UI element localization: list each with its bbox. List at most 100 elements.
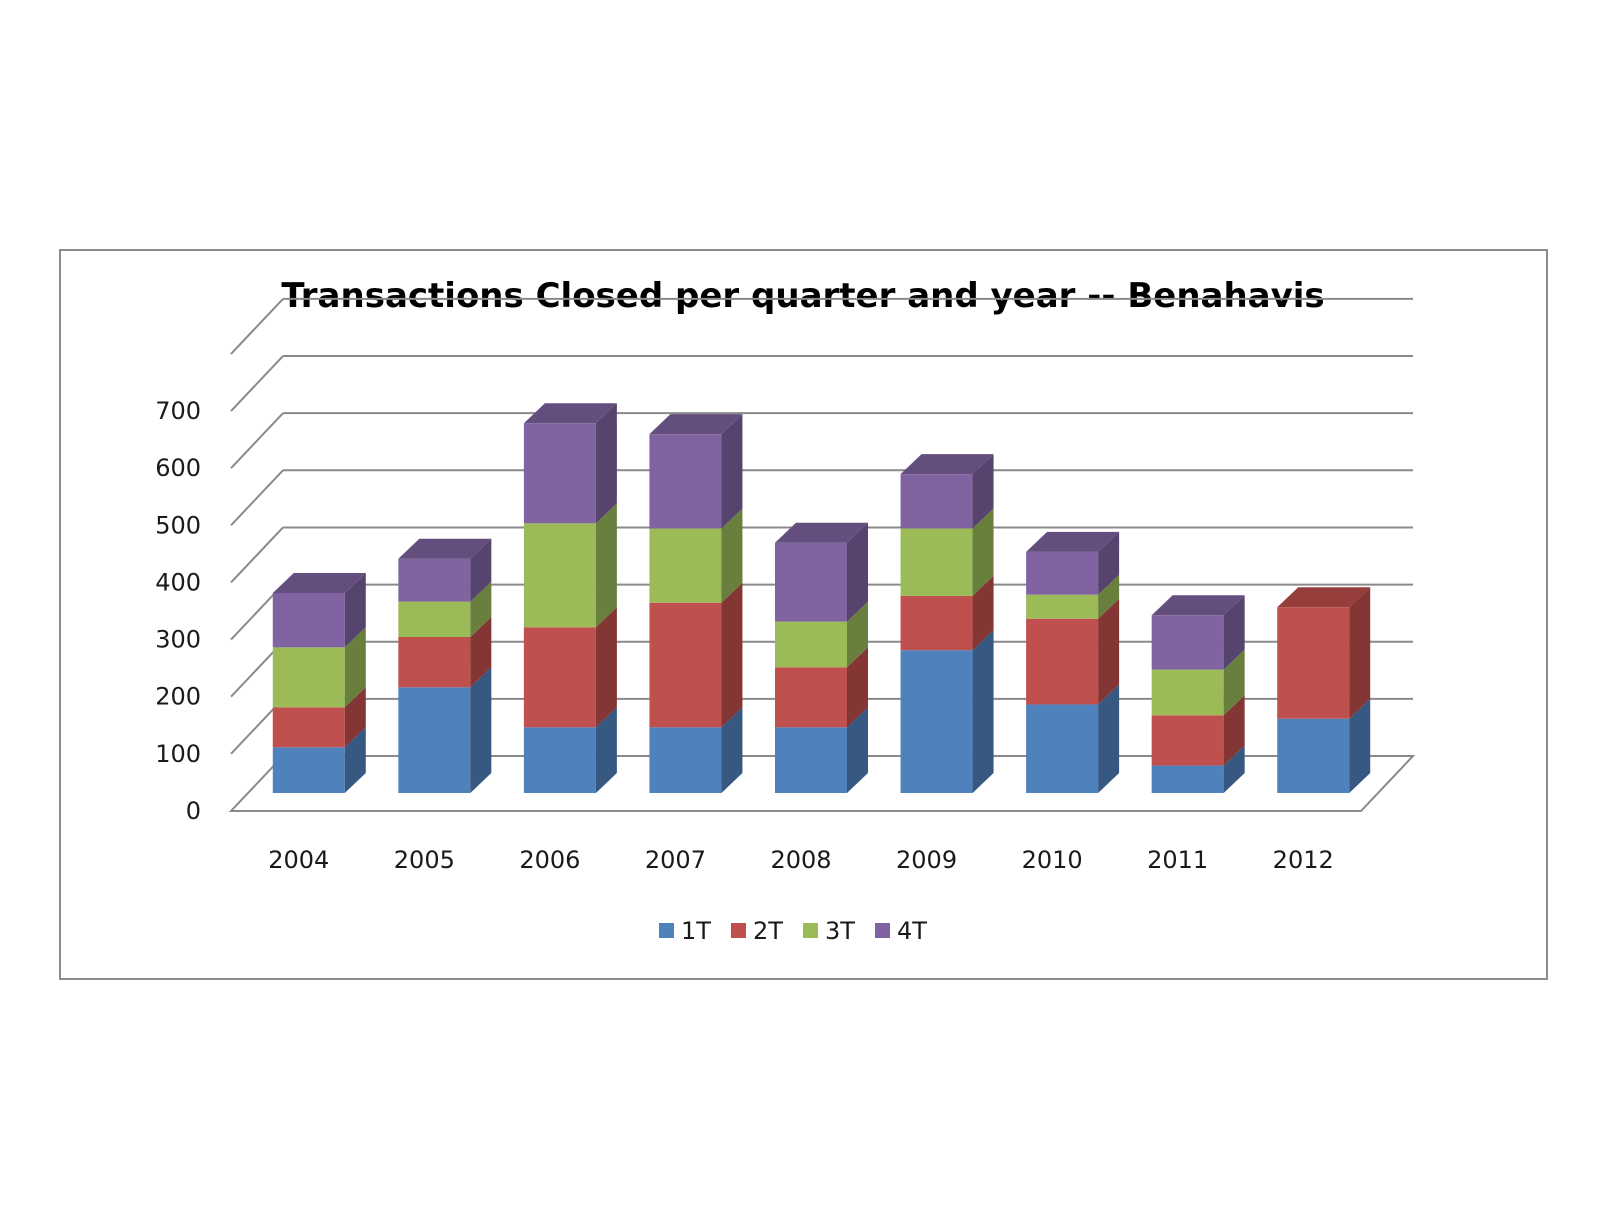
bar-top — [1151, 595, 1245, 616]
gridline-depth — [230, 298, 284, 355]
bar-segment — [272, 707, 345, 748]
bar-stack — [1277, 587, 1371, 793]
legend-label: 3T — [825, 917, 855, 945]
bar-segment — [649, 602, 722, 728]
bar-stack — [1026, 531, 1120, 793]
bar-segment-side — [344, 727, 366, 793]
bar-stack — [398, 538, 492, 793]
bar-stack — [523, 403, 617, 793]
bar-top — [398, 538, 492, 559]
bar-stack — [900, 454, 994, 793]
chart-title: Transactions Closed per quarter and year… — [281, 276, 1324, 316]
legend-label: 2T — [753, 917, 783, 945]
legend-label: 1T — [681, 917, 711, 945]
x-tick-label: 2004 — [268, 846, 329, 874]
bar-segment — [398, 687, 471, 793]
legend-label: 4T — [897, 917, 927, 945]
y-tick-label: 200 — [155, 683, 201, 711]
bar-segment-side — [344, 687, 366, 748]
bar-segment — [900, 595, 973, 651]
bar-segment — [1151, 669, 1224, 716]
bar-segment-side — [1098, 684, 1120, 793]
bar-segment-side — [1223, 695, 1245, 766]
bar-segment-side — [721, 414, 743, 529]
bar-top — [1026, 531, 1120, 552]
bar-segment-side — [1223, 649, 1245, 716]
bar-segment-side — [470, 538, 492, 602]
bar-top — [1277, 587, 1371, 608]
bar-segment-side — [1098, 574, 1120, 619]
x-tick-label: 2010 — [1022, 846, 1083, 874]
y-tick-label: 700 — [155, 397, 201, 425]
bar-segment-side — [1223, 595, 1245, 670]
bar-segment-side — [595, 607, 617, 728]
bar-top — [272, 573, 366, 594]
bar-stack — [1151, 595, 1245, 793]
bar-segment-side — [847, 522, 868, 622]
legend: 1T 2T 3T 4T — [659, 917, 927, 945]
gridline-depth — [230, 355, 284, 412]
chart-svg: Transactions Closed per quarter and year… — [155, 276, 1416, 945]
gridline-depth — [230, 412, 284, 469]
x-tick-label: 2006 — [519, 846, 580, 874]
bar-segment-side — [721, 508, 743, 603]
x-axis-ticks: 2004 2005 2006 2007 2008 2009 2010 2011 2012 — [268, 846, 1334, 874]
bar-segment-side — [595, 403, 617, 524]
legend-swatch — [659, 923, 674, 938]
bar-segment — [1026, 618, 1099, 705]
bar-segment — [649, 434, 722, 529]
bar-stack — [272, 573, 366, 793]
bar-segment-side — [972, 454, 994, 529]
bar-segment-side — [847, 647, 868, 728]
bar-segment — [1151, 615, 1224, 670]
legend-swatch — [803, 923, 818, 938]
x-tick-label: 2012 — [1273, 846, 1334, 874]
y-tick-label: 100 — [155, 740, 201, 768]
bar-segment-side — [1223, 745, 1245, 793]
bar-segment-side — [721, 582, 743, 728]
bar-segment — [1151, 715, 1224, 766]
bar-segment — [775, 542, 847, 622]
bar-segment — [272, 593, 345, 648]
bar-segment — [523, 627, 596, 728]
bar-segment-side — [470, 581, 492, 638]
bar-segment — [1026, 551, 1099, 595]
bar-segment-side — [847, 601, 868, 668]
bars — [272, 403, 1371, 793]
bar-segment-side — [344, 573, 366, 648]
bar-segment — [775, 727, 847, 793]
bar-segment — [775, 667, 847, 728]
bar-segment-side — [972, 508, 994, 596]
y-tick-label: 500 — [155, 511, 201, 539]
bar-segment-side — [1098, 598, 1120, 705]
legend-swatch — [875, 923, 890, 938]
gridline-depth — [230, 469, 284, 526]
bar-segment — [398, 558, 471, 602]
bar-stack — [775, 522, 868, 793]
bar-segment — [1277, 607, 1350, 719]
bar-segment — [1026, 594, 1099, 619]
bar-segment — [398, 601, 471, 638]
x-tick-label: 2007 — [645, 846, 706, 874]
bar-top — [900, 454, 994, 475]
y-tick-label: 400 — [155, 568, 201, 596]
bar-segment-side — [595, 707, 617, 793]
bar-segment-side — [1098, 531, 1120, 595]
x-tick-label: 2005 — [394, 846, 455, 874]
gridline-depth — [230, 526, 284, 584]
bar-segment — [775, 621, 847, 668]
bar-segment-side — [972, 630, 994, 793]
bar-segment — [523, 423, 596, 524]
bar-segment-side — [1349, 587, 1371, 719]
x-tick-label: 2011 — [1147, 846, 1208, 874]
bar-segment-side — [847, 707, 868, 793]
bar-segment — [272, 647, 345, 708]
bar-segment-side — [595, 503, 617, 628]
bar-segment — [523, 727, 596, 793]
bar-segment-side — [1349, 698, 1371, 793]
bar-segment-side — [721, 707, 743, 793]
bar-segment — [1151, 765, 1224, 793]
bar-segment — [900, 528, 973, 596]
bar-segment — [900, 474, 973, 529]
bar-segment-side — [470, 667, 492, 793]
